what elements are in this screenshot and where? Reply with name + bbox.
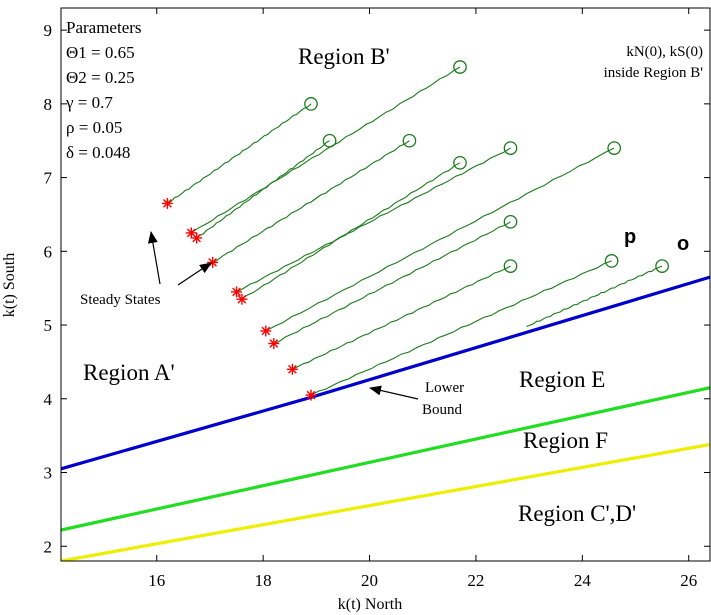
trajectory-end-circle [453,155,467,170]
steady-state-marker-stroke [306,390,316,400]
trajectory-line [167,103,312,204]
steady-states-label: Steady States [80,292,161,308]
steady-state-marker [191,232,203,244]
trajectory-end-circle [322,133,337,148]
trajectory-line [310,260,612,396]
y-tick-label: 7 [44,169,53,188]
x-axis-label: k(t) North [338,596,402,613]
region-f-label: Region F [523,428,608,453]
parameters-title: Parameters [66,18,142,37]
y-tick-label: 5 [44,316,53,335]
markers-layer [161,60,669,401]
x-tick-label: 16 [148,571,165,590]
steady-state-marker [236,293,248,305]
y-axis-label: k(t) South [1,253,18,317]
x-tick-label: 26 [680,571,697,590]
steady-state-marker [161,197,173,209]
steady-state-marker [305,389,317,401]
trajectory-line [190,66,461,234]
trajectory-line [236,147,511,293]
param-rho: ρ = 0.05 [66,118,122,137]
y-tick-label: 3 [44,464,53,483]
region-f-cd-boundary-line [61,442,710,561]
x-tick-label: 18 [255,571,272,590]
trajectory-end-circle [604,254,619,268]
trajectory-end-circle [453,60,467,74]
x-tick-label: 20 [361,571,378,590]
steady-state-marker-stroke [237,294,247,304]
param-theta2: Θ2 = 0.25 [66,68,135,87]
y-tick-label: 6 [44,242,53,261]
trajectories-layer [167,66,663,396]
trajectory-label-p: p [624,226,636,248]
steady-states-arrow-1 [147,231,161,285]
trajectory-line [265,147,615,332]
steady-state-marker [207,256,219,268]
initial-note-line1: kN(0), kS(0) [626,44,703,60]
trajectory-end-circle [304,97,318,111]
steady-state-marker-stroke [192,233,201,243]
region-a-label: Region A' [83,360,175,385]
lower-bound-arrow [369,385,419,400]
y-tick-label: 4 [44,390,53,409]
plot-frame [60,7,711,562]
initial-note-line2: inside Region B' [604,65,704,81]
trajectory-line [212,140,410,263]
lower-bound-label-line2: Bound [422,402,463,418]
steady-state-marker [260,325,272,337]
trajectory-end-circle [503,259,518,273]
x-tick-label: 22 [467,571,484,590]
region-b-label: Region B' [298,44,390,69]
y-ticks: 2 3 4 5 6 7 8 9 [44,21,710,556]
trajectory-line [273,221,511,345]
parameters-box: Parameters Θ1 = 0.65 Θ2 = 0.25 γ = 0.7 ρ… [65,18,142,162]
region-cd-label: Region C',D' [518,501,636,526]
trajectory-line [196,140,330,239]
steady-state-marker-stroke [232,287,241,297]
steady-state-marker-stroke [163,199,172,208]
region-e-label: Region E [519,367,605,392]
trajectory-line [241,162,461,300]
steady-state-marker-stroke [269,339,279,348]
trajectory-end-circle [402,133,417,148]
param-theta1: Θ1 = 0.65 [66,43,135,62]
x-ticks: 16 18 20 22 24 26 [148,8,697,590]
trajectory-line [526,265,663,328]
trajectory-end-circle [607,141,622,155]
lower-bound-label-line1: Lower [425,380,464,396]
y-tick-label: 2 [44,537,53,556]
steady-state-marker-stroke [261,326,271,336]
steady-state-marker-stroke [186,228,196,238]
trajectory-end-circle [503,214,518,229]
steady-state-marker [231,286,242,298]
steady-state-marker-stroke [288,364,297,374]
steady-state-marker [268,338,280,349]
trajectory-end-circle [655,259,669,273]
steady-states-arrow-2 [177,262,212,286]
param-delta: δ = 0.048 [66,143,130,162]
param-gamma: γ = 0.7 [65,93,113,112]
region-e-f-boundary-line [61,386,710,532]
steady-state-marker [286,363,298,375]
trajectory-end-circle [503,141,518,155]
trajectory-line [292,265,511,370]
y-tick-label: 8 [44,95,53,114]
y-tick-label: 9 [44,21,53,40]
x-tick-label: 24 [574,571,592,590]
trajectory-label-o: o [677,233,689,255]
